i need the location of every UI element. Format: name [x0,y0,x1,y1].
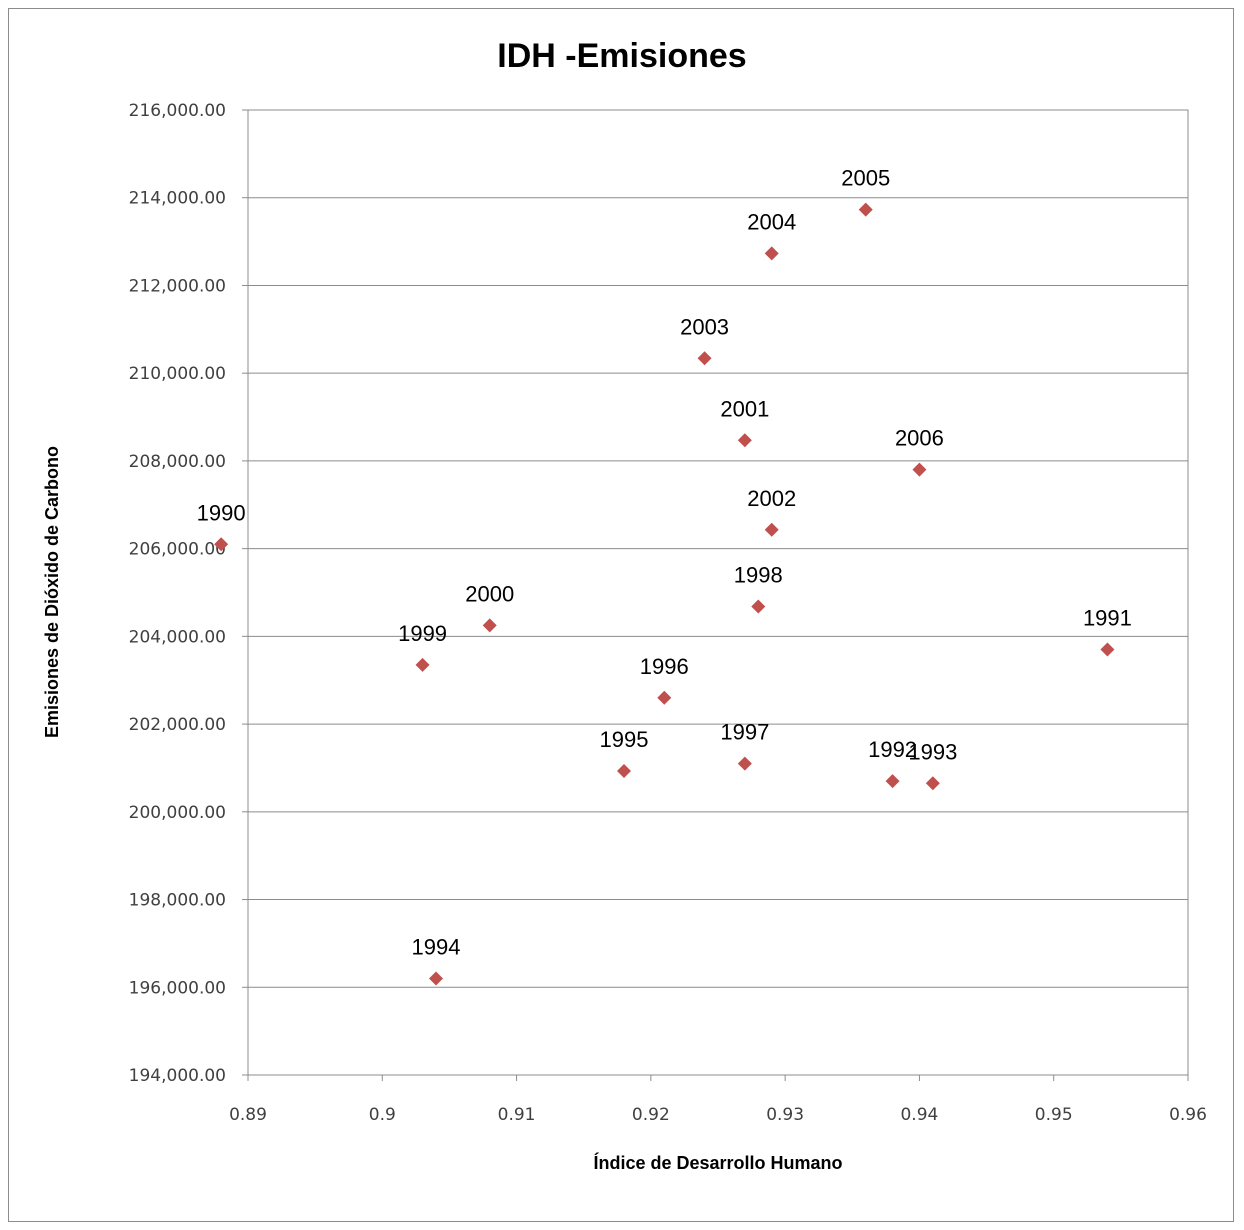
data-label: 2005 [841,166,890,191]
data-point [925,776,940,791]
plot-area [247,109,1189,1076]
data-label: 2003 [680,314,729,339]
y-tick-label: 200,000.00 [129,803,226,823]
y-tick-label: 210,000.00 [129,364,226,384]
data-point [885,774,900,789]
x-tick-label: 0.94 [900,1105,938,1125]
x-tick-label: 0.91 [498,1105,536,1125]
x-tick-label: 0.95 [1035,1105,1073,1125]
x-axis-title: Índice de Desarrollo Humano [593,1152,842,1173]
data-label: 1999 [398,621,447,646]
data-point [737,433,752,448]
chart-title: IDH -Emisiones [497,37,746,75]
data-point [617,764,631,779]
y-tick-label: 206,000.00 [129,540,226,560]
y-tick-label: 204,000.00 [129,627,226,647]
data-point [737,756,752,771]
data-point [764,246,779,261]
data-point [764,522,779,537]
data-point [429,971,443,986]
data-label: 2000 [465,581,514,606]
y-tick-label: 216,000.00 [129,101,226,121]
data-point [697,351,712,366]
y-axis-ticks: 194,000.00 196,000.00 198,000.00 200,000.00… [129,101,248,1086]
data-label: 2004 [747,209,796,234]
data-label: 1990 [197,500,246,525]
y-tick-label: 214,000.00 [129,189,226,209]
data-point [751,599,766,614]
data-label: 1998 [734,563,783,588]
x-tick-label: 0.89 [229,1105,267,1125]
data-label: 2001 [720,396,769,421]
data-label: 1997 [720,720,769,745]
data-label: 1996 [640,654,689,679]
gridlines [248,109,1188,1076]
data-point [482,618,497,633]
y-tick-label: 208,000.00 [129,452,226,472]
y-axis-title: Emisiones de Dióxido de Carbono [42,446,62,738]
data-label: 2002 [747,486,796,511]
x-tick-label: 0.96 [1169,1105,1207,1125]
data-point [912,462,927,477]
data-point [657,690,672,705]
data-label: 1995 [600,727,649,752]
x-tick-label: 0.93 [766,1105,804,1125]
data-label: 1991 [1083,606,1132,631]
y-tick-label: 212,000.00 [129,276,226,296]
data-label: 1993 [908,739,957,764]
data-label: 1994 [412,935,461,960]
chart-frame [8,8,1234,1222]
y-tick-label: 198,000.00 [129,891,226,911]
data-label: 1992 [868,737,917,762]
x-tick-label: 0.92 [632,1105,670,1125]
data-point [415,657,430,672]
x-tick-label: 0.9 [369,1105,396,1125]
y-tick-label: 194,000.00 [129,1066,226,1086]
y-tick-label: 196,000.00 [129,978,226,998]
x-axis-ticks: 0.89 0.9 0.91 0.92 0.93 0.94 0.95 0.96 [229,1075,1207,1125]
data-label: 2006 [895,426,944,451]
data-points [214,202,1115,986]
data-point [858,202,873,217]
data-point [1100,642,1115,657]
y-tick-label: 202,000.00 [129,715,226,735]
data-point [214,537,229,552]
